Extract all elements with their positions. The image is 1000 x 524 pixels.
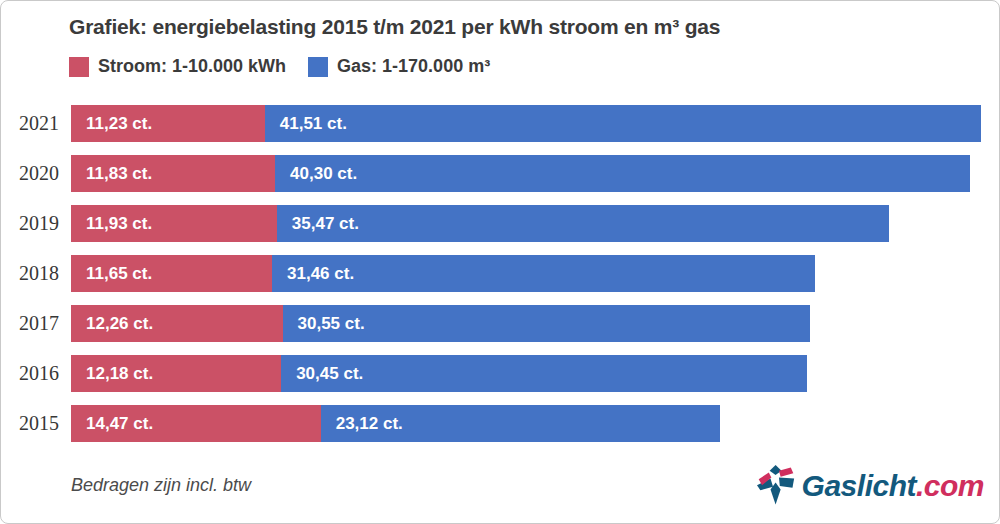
year-label: 2016 xyxy=(17,362,59,385)
bar-value-label: 12,26 ct. xyxy=(71,314,153,334)
gas-bar-segment: 35,47 ct. xyxy=(277,205,889,242)
legend-item-0: Stroom: 1-10.000 kWh xyxy=(69,56,286,77)
gas-bar-segment: 30,55 ct. xyxy=(283,305,810,342)
chart-row: 2015 14,47 ct. 23,12 ct. xyxy=(17,405,981,442)
bar-track: 11,23 ct. 41,51 ct. xyxy=(71,105,981,142)
bar-value-label: 23,12 ct. xyxy=(321,414,403,434)
stroom-bar-segment: 14,47 ct. xyxy=(71,405,321,442)
year-label: 2015 xyxy=(17,412,59,435)
gaslicht-logo-text: Gaslicht.com xyxy=(802,469,984,503)
chart-row: 2017 12,26 ct. 30,55 ct. xyxy=(17,305,981,342)
gas-bar-segment: 40,30 ct. xyxy=(275,155,970,192)
logo-tld: .com xyxy=(916,469,984,502)
legend-swatch xyxy=(69,57,89,77)
bar-value-label: 11,23 ct. xyxy=(71,114,152,134)
chart-card: Grafiek: energiebelasting 2015 t/m 2021 … xyxy=(0,0,1000,524)
bar-value-label: 35,47 ct. xyxy=(277,214,359,234)
gaslicht-logo[interactable]: Gaslicht.com xyxy=(757,463,984,509)
stroom-bar-segment: 11,23 ct. xyxy=(71,105,265,142)
bar-value-label: 11,93 ct. xyxy=(71,214,152,234)
gaslicht-logo-icon xyxy=(757,463,795,509)
bar-value-label: 31,46 ct. xyxy=(272,264,354,284)
gas-bar-segment: 23,12 ct. xyxy=(321,405,720,442)
bar-track: 14,47 ct. 23,12 ct. xyxy=(71,405,981,442)
stroom-bar-segment: 11,93 ct. xyxy=(71,205,277,242)
bar-value-label: 40,30 ct. xyxy=(275,164,357,184)
chart-row: 2016 12,18 ct. 30,45 ct. xyxy=(17,355,981,392)
bar-value-label: 41,51 ct. xyxy=(265,114,347,134)
bar-value-label: 30,45 ct. xyxy=(281,364,363,384)
year-label: 2018 xyxy=(17,262,59,285)
year-label: 2021 xyxy=(17,112,59,135)
gas-bar-segment: 41,51 ct. xyxy=(265,105,981,142)
bar-value-label: 11,83 ct. xyxy=(71,164,152,184)
bar-track: 11,83 ct. 40,30 ct. xyxy=(71,155,981,192)
bar-value-label: 30,55 ct. xyxy=(283,314,365,334)
bar-value-label: 11,65 ct. xyxy=(71,264,152,284)
legend: Stroom: 1-10.000 kWh Gas: 1-170.000 m³ xyxy=(69,56,490,77)
chart-row: 2021 11,23 ct. 41,51 ct. xyxy=(17,105,981,142)
bar-track: 12,18 ct. 30,45 ct. xyxy=(71,355,981,392)
gas-bar-segment: 31,46 ct. xyxy=(272,255,815,292)
bar-track: 11,65 ct. 31,46 ct. xyxy=(71,255,981,292)
stroom-bar-segment: 12,26 ct. xyxy=(71,305,283,342)
legend-label: Gas: 1-170.000 m³ xyxy=(337,56,490,77)
chart-row: 2018 11,65 ct. 31,46 ct. xyxy=(17,255,981,292)
year-label: 2019 xyxy=(17,212,59,235)
footnote: Bedragen zijn incl. btw xyxy=(71,475,251,496)
legend-item-1: Gas: 1-170.000 m³ xyxy=(308,56,490,77)
bar-value-label: 12,18 ct. xyxy=(71,364,153,384)
bar-track: 12,26 ct. 30,55 ct. xyxy=(71,305,981,342)
legend-label: Stroom: 1-10.000 kWh xyxy=(98,56,286,77)
chart-row: 2020 11,83 ct. 40,30 ct. xyxy=(17,155,981,192)
bar-track: 11,93 ct. 35,47 ct. xyxy=(71,205,981,242)
stroom-bar-segment: 12,18 ct. xyxy=(71,355,281,392)
chart-title: Grafiek: energiebelasting 2015 t/m 2021 … xyxy=(69,15,720,39)
chart-row: 2019 11,93 ct. 35,47 ct. xyxy=(17,205,981,242)
year-label: 2017 xyxy=(17,312,59,335)
bar-value-label: 14,47 ct. xyxy=(71,414,153,434)
stroom-bar-segment: 11,65 ct. xyxy=(71,255,272,292)
gas-bar-segment: 30,45 ct. xyxy=(281,355,806,392)
stacked-bar-chart: 2021 11,23 ct. 41,51 ct. 2020 11,83 ct. 40,30… xyxy=(17,105,981,455)
logo-name: Gaslicht xyxy=(802,469,916,502)
stroom-bar-segment: 11,83 ct. xyxy=(71,155,275,192)
legend-swatch xyxy=(308,57,328,77)
year-label: 2020 xyxy=(17,162,59,185)
